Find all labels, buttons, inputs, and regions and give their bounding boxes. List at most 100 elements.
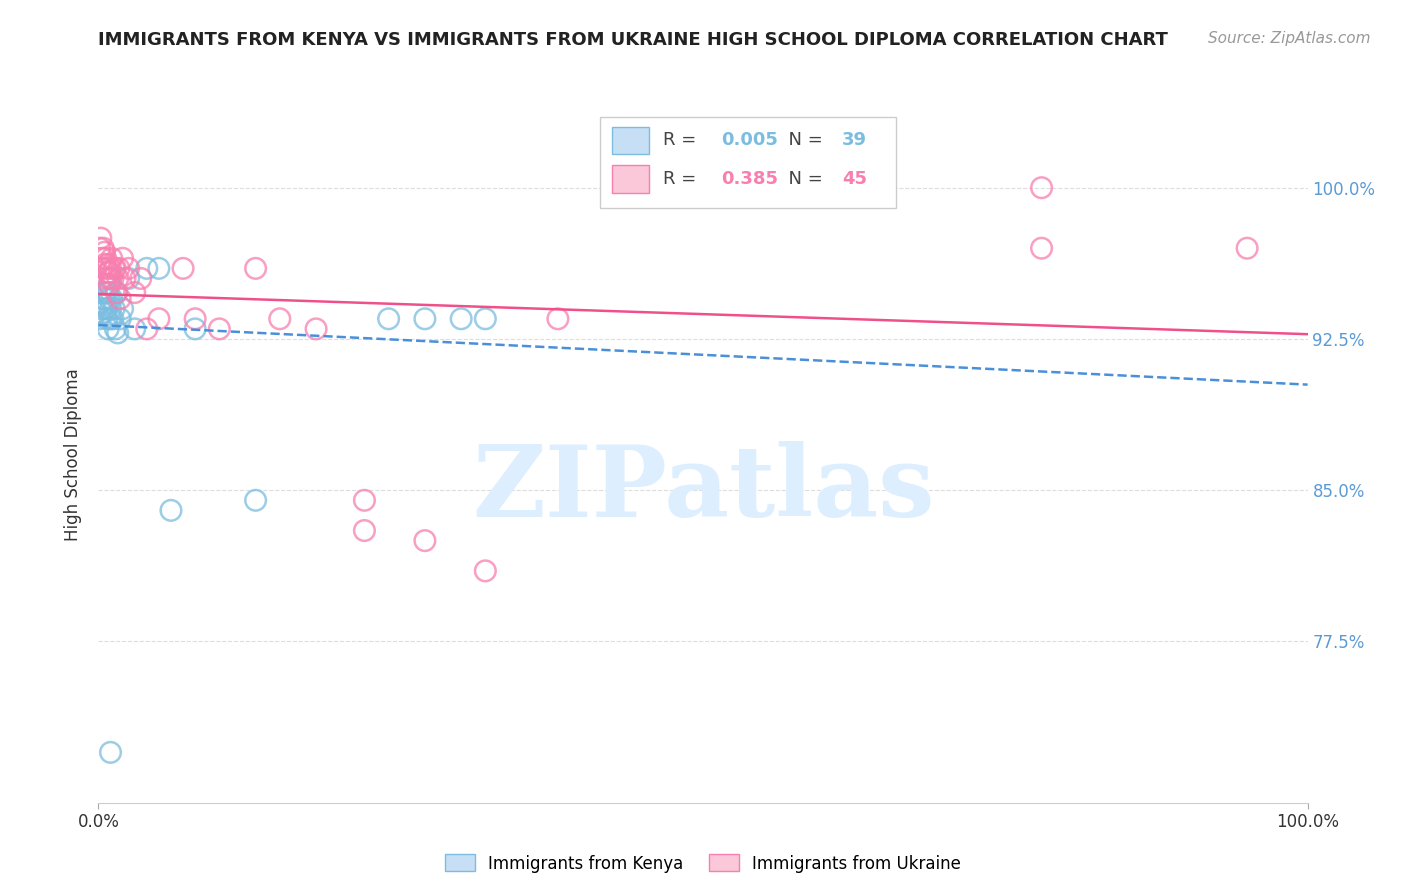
- Text: N =: N =: [776, 131, 828, 150]
- Point: [96, 271, 118, 285]
- Point: [100, 271, 122, 285]
- Point: [104, 322, 127, 336]
- Point: [100, 311, 122, 326]
- Point: [105, 285, 128, 300]
- Point: [89, 311, 111, 326]
- Point: [90, 231, 112, 245]
- Point: [124, 322, 146, 336]
- Text: Source: ZipAtlas.com: Source: ZipAtlas.com: [1208, 31, 1371, 46]
- Point: [111, 301, 134, 316]
- Point: [108, 292, 131, 306]
- Point: [100, 271, 122, 285]
- Y-axis label: High School Diploma: High School Diploma: [65, 368, 83, 541]
- Point: [89, 241, 111, 255]
- Point: [474, 564, 496, 578]
- Point: [104, 261, 127, 276]
- Point: [107, 326, 129, 340]
- Point: [245, 493, 267, 508]
- Point: [97, 322, 120, 336]
- Point: [305, 322, 328, 336]
- Point: [91, 261, 114, 276]
- Point: [1236, 241, 1258, 255]
- Point: [97, 285, 120, 300]
- Point: [172, 261, 194, 276]
- Point: [91, 252, 114, 266]
- Text: 39: 39: [842, 131, 868, 150]
- Point: [1031, 180, 1053, 194]
- Point: [135, 261, 157, 276]
- Text: R =: R =: [664, 131, 702, 150]
- Point: [118, 261, 141, 276]
- Point: [100, 745, 122, 759]
- Point: [94, 285, 117, 300]
- Point: [91, 241, 114, 255]
- Point: [91, 298, 114, 312]
- Point: [245, 261, 267, 276]
- Point: [93, 245, 115, 260]
- Point: [353, 493, 375, 508]
- Point: [98, 277, 121, 292]
- Legend: Immigrants from Kenya, Immigrants from Ukraine: Immigrants from Kenya, Immigrants from U…: [439, 847, 967, 880]
- Point: [94, 252, 117, 266]
- Point: [91, 285, 114, 300]
- Text: IMMIGRANTS FROM KENYA VS IMMIGRANTS FROM UKRAINE HIGH SCHOOL DIPLOMA CORRELATION: IMMIGRANTS FROM KENYA VS IMMIGRANTS FROM…: [98, 31, 1168, 49]
- Point: [377, 311, 399, 326]
- Point: [474, 311, 496, 326]
- Text: N =: N =: [776, 169, 828, 187]
- FancyBboxPatch shape: [613, 165, 648, 193]
- Point: [450, 311, 472, 326]
- Point: [413, 311, 436, 326]
- Point: [148, 311, 170, 326]
- Point: [135, 322, 157, 336]
- Point: [100, 252, 122, 266]
- Point: [98, 292, 121, 306]
- Point: [100, 292, 122, 306]
- Point: [91, 295, 114, 310]
- Point: [124, 285, 146, 300]
- Point: [94, 301, 117, 316]
- Point: [98, 277, 121, 292]
- Text: 0.005: 0.005: [721, 131, 778, 150]
- Point: [105, 285, 128, 300]
- Point: [96, 311, 118, 326]
- Text: ZIPatlas: ZIPatlas: [472, 442, 934, 538]
- Point: [118, 271, 141, 285]
- Point: [208, 322, 231, 336]
- Point: [148, 261, 170, 276]
- Point: [91, 306, 114, 320]
- Point: [108, 261, 131, 276]
- Point: [93, 277, 115, 292]
- Point: [547, 311, 569, 326]
- Point: [98, 265, 121, 279]
- Point: [101, 311, 124, 326]
- Text: R =: R =: [664, 169, 702, 187]
- Text: 45: 45: [842, 169, 868, 187]
- Point: [184, 322, 207, 336]
- Point: [96, 261, 118, 276]
- Text: 0.385: 0.385: [721, 169, 778, 187]
- Point: [97, 257, 120, 271]
- FancyBboxPatch shape: [600, 118, 897, 208]
- Point: [100, 301, 122, 316]
- Point: [413, 533, 436, 548]
- Point: [96, 301, 118, 316]
- Point: [129, 271, 152, 285]
- Point: [103, 301, 125, 316]
- Point: [93, 292, 115, 306]
- Point: [160, 503, 183, 517]
- Point: [97, 265, 120, 279]
- Point: [108, 311, 131, 326]
- Point: [114, 271, 136, 285]
- Point: [101, 271, 124, 285]
- Point: [269, 311, 291, 326]
- Point: [1031, 241, 1053, 255]
- FancyBboxPatch shape: [613, 127, 648, 154]
- Point: [107, 271, 129, 285]
- Point: [100, 261, 122, 276]
- Point: [184, 311, 207, 326]
- Point: [353, 524, 375, 538]
- Point: [93, 257, 115, 271]
- Point: [103, 261, 125, 276]
- Point: [111, 252, 134, 266]
- Point: [90, 301, 112, 316]
